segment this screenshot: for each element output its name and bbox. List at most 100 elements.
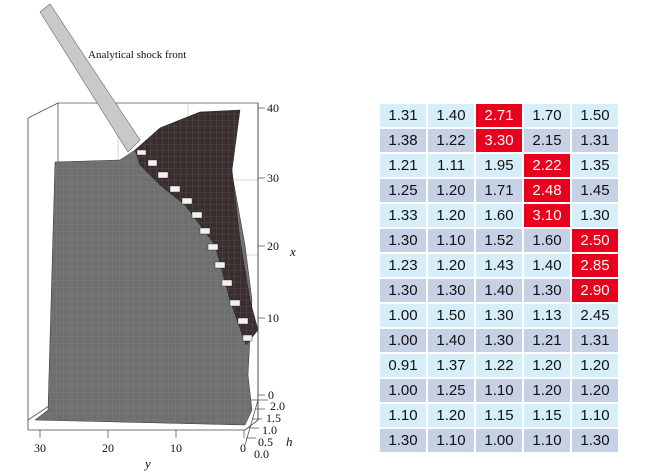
grid-cell: 2.71 xyxy=(476,104,522,127)
grid-cell: 1.40 xyxy=(428,329,474,352)
grid-cell: 1.00 xyxy=(380,379,426,402)
grid-cell: 1.20 xyxy=(524,379,570,402)
x-tick-label: 0 xyxy=(268,388,274,402)
grid-cell: 1.10 xyxy=(476,379,522,402)
grid-cell: 1.30 xyxy=(428,279,474,302)
grid-row: 1.23 1.20 1.43 1.40 2.85 xyxy=(380,254,618,277)
grid-cell: 1.21 xyxy=(524,329,570,352)
grid-row: 1.25 1.20 1.71 2.48 1.45 xyxy=(380,179,618,202)
grid-cell: 1.37 xyxy=(428,354,474,377)
grid-cell: 2.15 xyxy=(524,129,570,152)
shock-front-annotation: Analytical shock front xyxy=(88,49,186,61)
grid-cell: 1.20 xyxy=(428,404,474,427)
grid-cell: 1.52 xyxy=(476,229,522,252)
analytical-shock-front-sheet xyxy=(39,3,141,153)
grid-cell: 1.10 xyxy=(428,229,474,252)
grid-cell: 2.90 xyxy=(572,279,618,302)
y-axis-ticks xyxy=(39,430,245,438)
grid-cell: 1.10 xyxy=(572,404,618,427)
x-axis-ticks xyxy=(258,107,265,396)
grid-row: 1.00 1.50 1.30 1.13 2.45 xyxy=(380,304,618,327)
grid-row: 1.33 1.20 1.60 3.10 1.30 xyxy=(380,204,618,227)
grid-cell: 1.30 xyxy=(380,279,426,302)
h-axis xyxy=(244,399,268,446)
grid-row: 1.30 1.10 1.00 1.10 1.30 xyxy=(380,429,618,452)
grid-cell: 0.91 xyxy=(380,354,426,377)
grid-row: 1.21 1.11 1.95 2.22 1.35 xyxy=(380,154,618,177)
grid-cell: 1.20 xyxy=(428,179,474,202)
y-tick-label: 20 xyxy=(102,441,114,455)
grid-cell: 2.22 xyxy=(524,154,570,177)
grid-cell: 2.45 xyxy=(572,304,618,327)
grid-cell: 1.10 xyxy=(380,404,426,427)
grid-cell: 1.22 xyxy=(428,129,474,152)
grid-cell: 1.30 xyxy=(572,429,618,452)
grid-cell: 1.60 xyxy=(476,204,522,227)
x-tick-label: 40 xyxy=(267,101,279,115)
grid-cell: 1.10 xyxy=(428,429,474,452)
y-axis-label: y xyxy=(143,456,151,471)
grid-cell: 1.38 xyxy=(380,129,426,152)
grid-cell: 1.20 xyxy=(572,354,618,377)
grid-cell: 1.30 xyxy=(524,279,570,302)
grid-row: 1.00 1.25 1.10 1.20 1.20 xyxy=(380,379,618,402)
grid-cell: 1.00 xyxy=(476,429,522,452)
grid-cell: 1.40 xyxy=(524,254,570,277)
h-tick-label: 2.0 xyxy=(270,399,285,413)
grid-cell: 1.15 xyxy=(476,404,522,427)
grid-cell: 1.10 xyxy=(524,429,570,452)
grid-row: 1.10 1.20 1.15 1.15 1.10 xyxy=(380,404,618,427)
x-tick-label: 10 xyxy=(267,311,279,325)
y-tick-label: 30 xyxy=(34,441,46,455)
grid-cell: 1.00 xyxy=(380,304,426,327)
grid-cell: 1.21 xyxy=(380,154,426,177)
grid-cell: 1.31 xyxy=(380,104,426,127)
grid-cell: 1.20 xyxy=(572,379,618,402)
x-axis-label: x xyxy=(289,244,296,259)
y-tick-label: 10 xyxy=(170,441,182,455)
grid-cell: 1.23 xyxy=(380,254,426,277)
surface-plot: Analytical shock front 40 30 20 10 0 x 2… xyxy=(27,3,296,471)
value-grid: 1.31 1.40 2.71 1.70 1.50 1.38 1.22 3.30 2.15 1.31… xyxy=(378,102,620,454)
grid-row: 1.30 1.10 1.52 1.60 2.50 xyxy=(380,229,618,252)
h-tick-label: 1.0 xyxy=(262,423,277,437)
shock-front-steps xyxy=(136,149,253,342)
grid-cell: 1.40 xyxy=(476,279,522,302)
grid-cell: 1.31 xyxy=(572,129,618,152)
grid-cell: 1.30 xyxy=(572,204,618,227)
grid-cell: 1.50 xyxy=(572,104,618,127)
grid-cell: 1.35 xyxy=(572,154,618,177)
grid-cell: 2.48 xyxy=(524,179,570,202)
grid-cell: 2.50 xyxy=(572,229,618,252)
grid-cell: 1.71 xyxy=(476,179,522,202)
h-axis-label: h xyxy=(286,434,293,449)
plot-box-front xyxy=(27,103,259,431)
grid-cell: 1.50 xyxy=(428,304,474,327)
x-tick-label: 20 xyxy=(267,239,279,253)
grid-cell: 1.60 xyxy=(524,229,570,252)
grid-row: 1.30 1.30 1.40 1.30 2.90 xyxy=(380,279,618,302)
grid-row: 1.00 1.40 1.30 1.21 1.31 xyxy=(380,329,618,352)
grid-cell: 1.20 xyxy=(524,354,570,377)
h-tick-label: 0.0 xyxy=(254,447,269,461)
grid-cell: 1.43 xyxy=(476,254,522,277)
grid-cell: 1.30 xyxy=(476,329,522,352)
grid-cell: 1.25 xyxy=(380,179,426,202)
grid-cell: 3.10 xyxy=(524,204,570,227)
grid-row: 1.38 1.22 3.30 2.15 1.31 xyxy=(380,129,618,152)
grid-cell: 1.40 xyxy=(428,104,474,127)
grid-cell: 1.11 xyxy=(428,154,474,177)
grid-cell: 1.33 xyxy=(380,204,426,227)
grid-cell: 1.22 xyxy=(476,354,522,377)
grid-cell: 1.15 xyxy=(524,404,570,427)
grid-cell: 1.30 xyxy=(476,304,522,327)
grid-cell: 1.30 xyxy=(380,429,426,452)
grid-row: 0.91 1.37 1.22 1.20 1.20 xyxy=(380,354,618,377)
grid-cell: 2.85 xyxy=(572,254,618,277)
h-tick-label: 1.5 xyxy=(266,411,281,425)
grid-cell: 1.95 xyxy=(476,154,522,177)
grid-cell: 1.70 xyxy=(524,104,570,127)
grid-cell: 1.13 xyxy=(524,304,570,327)
grid-cell: 1.25 xyxy=(428,379,474,402)
grid-cell: 1.30 xyxy=(380,229,426,252)
